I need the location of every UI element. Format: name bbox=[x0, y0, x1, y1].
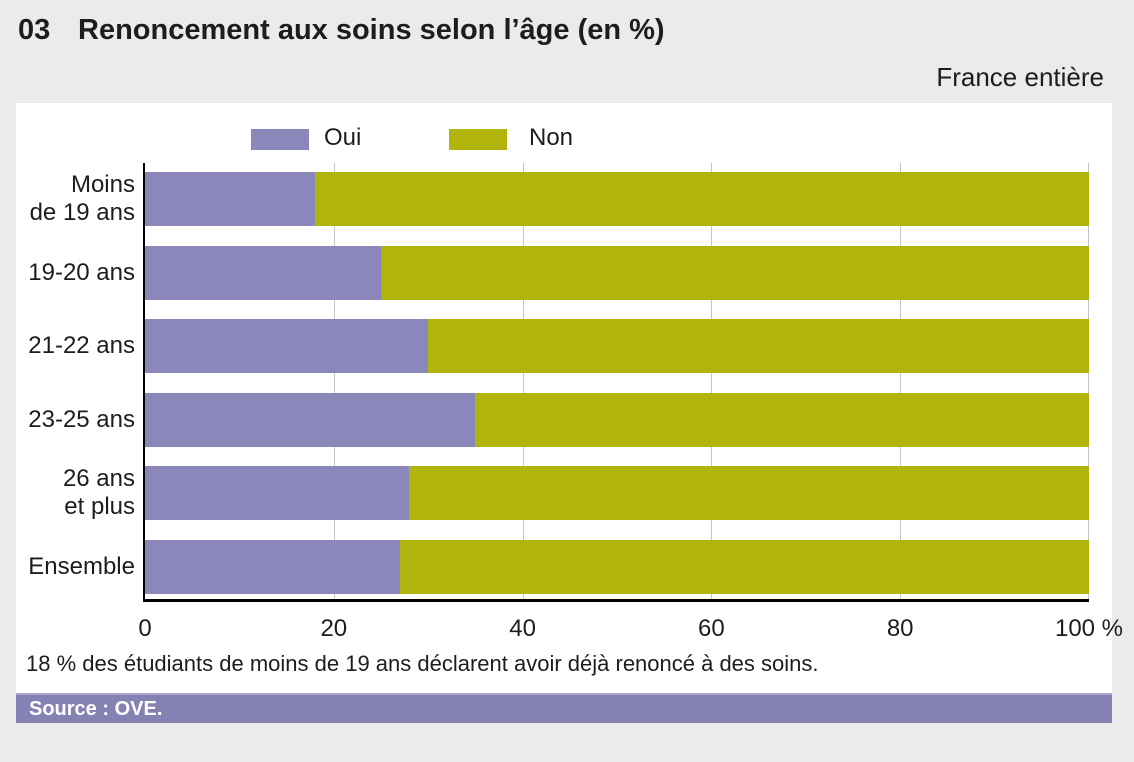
bar-segment-non-1 bbox=[381, 245, 1089, 300]
bar-segment-non-3 bbox=[475, 392, 1089, 447]
bar-row-0 bbox=[145, 172, 1089, 226]
category-label-0: Moins de 19 ans bbox=[29, 171, 135, 226]
bar-segment-oui-1 bbox=[145, 245, 381, 300]
bar-row-3 bbox=[145, 392, 1089, 447]
x-tick-label-40: 40 bbox=[509, 615, 536, 642]
x-tick-label-80: 80 bbox=[886, 615, 914, 642]
x-tick-label-20: 20 bbox=[320, 615, 348, 642]
bar-row-2 bbox=[145, 319, 1089, 374]
chart-panel: Oui Non 18 % des étudiants de moins de 1… bbox=[16, 103, 1123, 693]
x-tick-label-0: 0 bbox=[138, 615, 152, 642]
region-label: France entière bbox=[936, 62, 1104, 92]
x-tick-label-60: 60 bbox=[698, 615, 725, 642]
gridline-20 bbox=[333, 163, 335, 599]
category-label-3: 23-25 ans bbox=[28, 405, 135, 433]
gridline-100 bbox=[1088, 163, 1089, 599]
gridline-80 bbox=[900, 163, 902, 599]
bar-segment-non-2 bbox=[428, 319, 1089, 374]
gridline-60 bbox=[711, 163, 713, 599]
bar-segment-non-4 bbox=[409, 466, 1089, 521]
bar-row-1 bbox=[145, 245, 1089, 300]
bar-row-5 bbox=[145, 540, 1089, 594]
bar-segment-non-5 bbox=[399, 540, 1089, 594]
gridline-40 bbox=[522, 163, 524, 599]
bar-segment-oui-2 bbox=[145, 319, 429, 374]
figure-number: 03 bbox=[18, 14, 51, 46]
caption: 18 % des étudiants de moins de 19 ans dé… bbox=[26, 651, 819, 676]
bar-segment-oui-5 bbox=[145, 540, 400, 594]
figure-title: Renoncement aux soins selon l’âge (en %) bbox=[78, 14, 665, 46]
bar-segment-oui-0 bbox=[145, 172, 315, 226]
source-text: Source : OVE. bbox=[29, 697, 163, 720]
legend-label-oui: Oui bbox=[324, 124, 362, 151]
bar-row-4 bbox=[145, 466, 1089, 521]
bar-segment-non-0 bbox=[314, 172, 1089, 226]
category-label-1: 19-20 ans bbox=[28, 258, 135, 286]
category-label-4: 26 ans et plus bbox=[62, 465, 135, 521]
category-label-5: Ensemble bbox=[28, 553, 135, 580]
category-label-2: 21-22 ans bbox=[28, 332, 135, 360]
x-tick-label-100: 100 % bbox=[1054, 615, 1124, 642]
legend-swatch-oui bbox=[251, 129, 309, 150]
plot-area bbox=[143, 163, 1089, 602]
bar-segment-oui-4 bbox=[145, 466, 410, 521]
legend-label-non: Non bbox=[529, 124, 574, 151]
legend-swatch-non bbox=[449, 129, 507, 150]
source-bar: Source : OVE. bbox=[16, 693, 1112, 723]
bar-segment-oui-3 bbox=[145, 392, 476, 447]
